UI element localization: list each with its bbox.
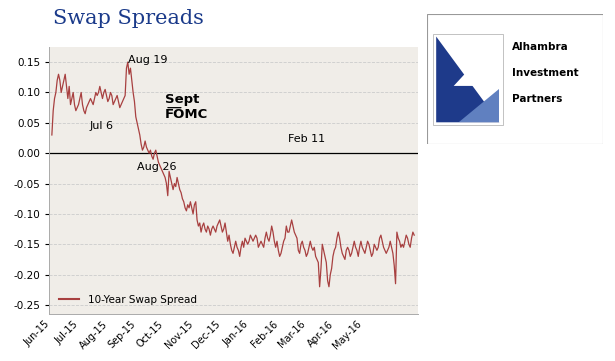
Text: Jul 6: Jul 6 (89, 121, 113, 131)
Bar (433, 34, 503, 125)
Text: Partners: Partners (512, 94, 562, 104)
Polygon shape (459, 88, 499, 122)
Text: Aug 19: Aug 19 (128, 55, 167, 65)
Legend: 10-Year Swap Spread: 10-Year Swap Spread (54, 291, 201, 309)
Text: Sept: Sept (165, 93, 199, 106)
Text: Alhambra: Alhambra (512, 42, 568, 52)
Text: Aug 26: Aug 26 (137, 162, 177, 172)
Text: FOMC: FOMC (165, 108, 208, 121)
Text: Investment: Investment (512, 68, 578, 78)
Text: Swap Spreads: Swap Spreads (53, 9, 204, 28)
Polygon shape (436, 36, 499, 122)
Text: Feb 11: Feb 11 (288, 134, 325, 144)
Polygon shape (454, 36, 499, 86)
